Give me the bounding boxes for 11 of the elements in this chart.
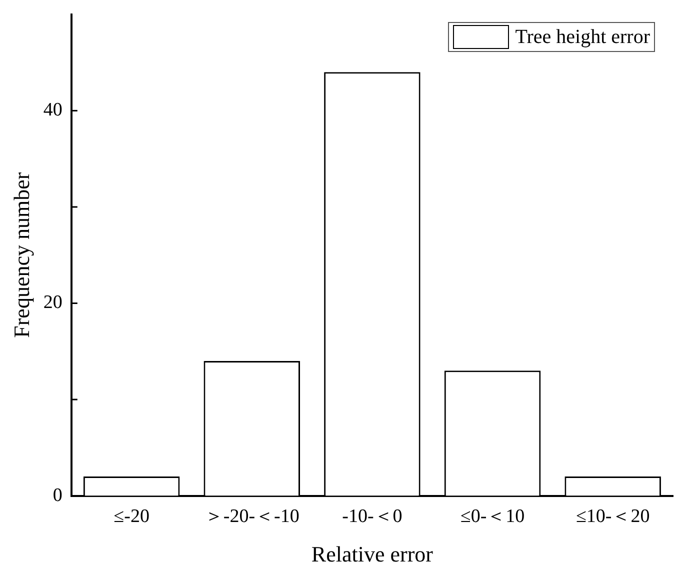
x-tick-label: -10-＜0 bbox=[342, 506, 402, 528]
y-tick-label: 0 bbox=[52, 484, 62, 506]
x-axis-title: Relative error bbox=[311, 542, 434, 567]
y-tick-label: 20 bbox=[43, 292, 62, 314]
text: Tree height error bbox=[515, 26, 650, 49]
x-tick-label: ≤0-＜10 bbox=[460, 506, 525, 528]
y-axis-title: Frequency number bbox=[8, 172, 34, 338]
x-tick-label: ≤-20 bbox=[114, 506, 150, 528]
x-tick-label: ＞-20-＜-10 bbox=[204, 506, 300, 528]
x-tick-label: ≤10-＜20 bbox=[576, 506, 650, 528]
y-tick-label: 40 bbox=[43, 100, 62, 121]
